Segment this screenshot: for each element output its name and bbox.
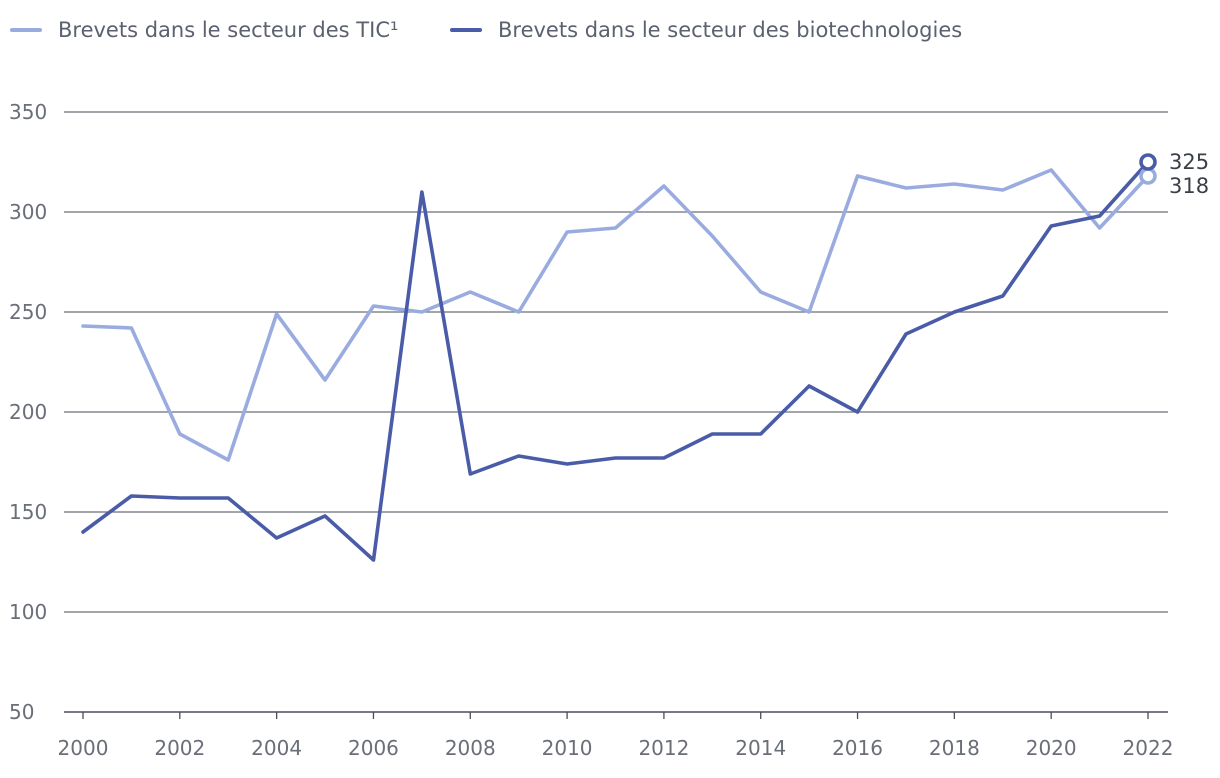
x-tick-label: 2006 — [348, 736, 399, 760]
series-end-value-label: 325 — [1169, 150, 1209, 174]
y-tick-label: 150 — [9, 500, 47, 524]
x-tick-label: 2010 — [542, 736, 593, 760]
x-axis: 2000 2002 2004 2006 2008 2010 2012 2014 2016 2018… — [58, 711, 1174, 760]
x-tick-label: 2022 — [1123, 736, 1174, 760]
x-tick-label: 2004 — [251, 736, 302, 760]
x-tick-label: 2016 — [832, 736, 883, 760]
gridlines — [64, 111, 1168, 613]
series-end-value-label: 318 — [1169, 174, 1209, 198]
series-end-marker — [1139, 153, 1157, 171]
series-line-biotech — [81, 160, 1150, 562]
legend-item-biotech[interactable]: Brevets dans le secteur des biotechnolog… — [450, 18, 962, 42]
x-tick-label: 2008 — [445, 736, 496, 760]
y-tick-label: 200 — [9, 400, 47, 424]
y-axis: 350 300 250 200 150 100 50 — [9, 100, 47, 724]
legend-label-tic: Brevets dans le secteur des TIC¹ — [58, 18, 398, 42]
x-tick-label: 2018 — [929, 736, 980, 760]
series-end-marker — [1139, 167, 1157, 185]
series-line-tic — [81, 168, 1150, 462]
y-tick-label: 50 — [9, 700, 34, 724]
y-tick-label: 250 — [9, 300, 47, 324]
y-tick-label: 350 — [9, 100, 47, 124]
y-tick-label: 300 — [9, 200, 47, 224]
x-tick-label: 2012 — [638, 736, 689, 760]
x-tick-label: 2002 — [154, 736, 205, 760]
x-tick-label: 2014 — [735, 736, 786, 760]
legend: Brevets dans le secteur des TIC¹ Brevets… — [10, 18, 962, 42]
legend-label-biotech: Brevets dans le secteur des biotechnolog… — [498, 18, 962, 42]
x-tick-label: 2000 — [58, 736, 109, 760]
x-tick-label: 2020 — [1026, 736, 1077, 760]
y-tick-label: 100 — [9, 600, 47, 624]
legend-item-tic[interactable]: Brevets dans le secteur des TIC¹ — [10, 18, 398, 42]
series-layer — [81, 160, 1150, 562]
